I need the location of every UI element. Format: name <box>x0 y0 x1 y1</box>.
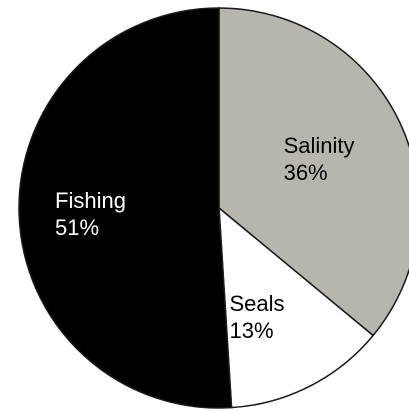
slice-name-fishing: Fishing <box>55 188 126 213</box>
slice-percent-fishing: 51% <box>55 215 99 240</box>
pie-labels: Salinity 36% Seals 13% Fishing 51% <box>55 133 354 343</box>
pie-slice-seals <box>218 206 375 409</box>
slice-label-seals: Seals 13% <box>229 291 284 343</box>
pie-slices <box>18 7 409 409</box>
pie-slice-fishing <box>18 7 233 409</box>
slice-label-salinity: Salinity 36% <box>284 133 355 185</box>
slice-percent-seals: 13% <box>229 318 273 343</box>
slice-label-fishing: Fishing 51% <box>55 188 126 240</box>
slice-name-salinity: Salinity <box>284 133 355 158</box>
slice-percent-salinity: 36% <box>284 160 328 185</box>
slice-name-seals: Seals <box>229 291 284 316</box>
pie-slice-salinity <box>218 7 409 337</box>
